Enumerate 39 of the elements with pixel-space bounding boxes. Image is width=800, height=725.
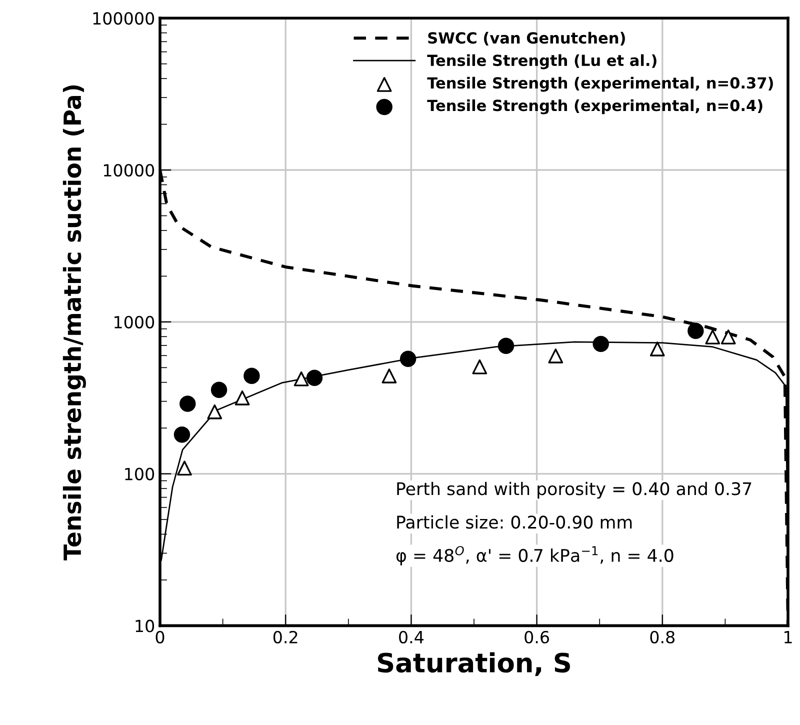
point xyxy=(650,341,665,356)
point xyxy=(207,404,222,420)
point xyxy=(720,330,736,344)
y-tick-label: 100000 xyxy=(93,12,154,25)
x-axis-title: Saturation, S xyxy=(378,652,570,676)
x-tick-label: 0 xyxy=(156,630,164,644)
x-tick-label: 1 xyxy=(784,631,792,644)
annotation: Particle size: 0.20-0.90 mm xyxy=(397,515,632,529)
point xyxy=(548,348,564,364)
legend-label: SWCC (van Genutchen) xyxy=(428,32,625,46)
x-tick-label: 0.8 xyxy=(650,630,675,644)
point xyxy=(306,370,323,386)
point xyxy=(244,368,260,384)
point xyxy=(498,338,514,354)
point xyxy=(234,390,250,406)
y-axis-title: Tensile strength/matric suction (Pa) xyxy=(62,85,86,560)
point xyxy=(210,382,228,398)
legend-label: Tensile Strength (Lu et al.) xyxy=(427,54,656,70)
annotation: Perth sand with porosity = 0.40 and 0.37 xyxy=(397,482,752,499)
point xyxy=(382,368,397,384)
x-tick-label: 0.6 xyxy=(524,630,550,644)
annotation: φ = 48$^{O}$, α' = 0.7 kPa$^{−1}$, n = 4.0 xyxy=(396,546,674,566)
y-tick-label: 10000 xyxy=(104,164,154,177)
point xyxy=(705,330,720,344)
point xyxy=(592,336,609,352)
point xyxy=(294,371,309,386)
y-tick-label: 100 xyxy=(125,468,154,480)
x-tick-label: 0.4 xyxy=(399,630,424,644)
point xyxy=(180,396,196,412)
point xyxy=(472,359,488,374)
point xyxy=(688,322,704,339)
point xyxy=(400,350,416,367)
y-tick-label: 1000 xyxy=(114,316,154,328)
legend-label: Tensile Strength (experimental, n=0.4) xyxy=(427,99,762,114)
point xyxy=(174,426,190,443)
y-tick-label: 10 xyxy=(136,620,154,632)
x-tick-label: 0.2 xyxy=(273,630,298,644)
legend-label: Tensile Strength (experimental, n=0.37) xyxy=(427,76,773,92)
point xyxy=(177,460,192,476)
